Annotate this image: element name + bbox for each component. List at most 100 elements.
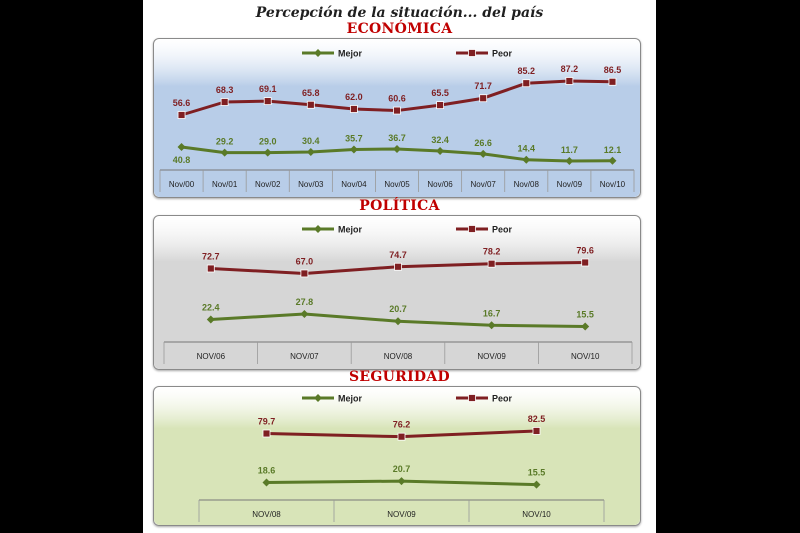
data-point-mejor (300, 310, 309, 318)
data-label-mejor: 20.7 (393, 464, 411, 474)
data-label-mejor: 29.0 (259, 137, 277, 147)
x-tick-label: Nov/02 (255, 180, 281, 189)
data-label-peor: 65.5 (431, 88, 449, 98)
data-point-peor (565, 77, 574, 85)
x-tick-label: NOV/07 (290, 352, 319, 361)
data-label-mejor: 27.8 (296, 297, 314, 307)
data-label-mejor: 11.7 (561, 145, 578, 155)
legend-marker-mejor (314, 225, 322, 233)
data-point-peor (608, 77, 617, 86)
data-label-peor: 67.0 (296, 256, 314, 266)
data-point-peor (532, 427, 541, 435)
data-label-peor: 72.7 (202, 252, 220, 262)
legend-label-mejor: Mejor (338, 49, 363, 59)
data-point-mejor (206, 315, 215, 324)
x-tick-label: NOV/09 (477, 352, 506, 361)
section-title-economica: ECONÓMICA (346, 21, 453, 37)
chart-panel-economica: Nov/00 Nov/01 Nov/02 Nov/03 Nov/04 Nov/05 Nov/… (153, 38, 641, 198)
data-point-mejor (394, 317, 402, 326)
data-point-peor (262, 429, 271, 438)
legend-marker-peor (468, 49, 476, 57)
legend-label-peor: Peor (492, 225, 513, 235)
x-tick-label: Nov/04 (341, 180, 367, 189)
data-point-peor (522, 79, 531, 88)
data-label-peor: 60.6 (388, 94, 406, 104)
data-label-mejor: 14.4 (518, 144, 536, 154)
x-tick-label: NOV/10 (571, 352, 600, 361)
data-label-mejor: 35.7 (345, 133, 363, 143)
data-label-mejor: 30.4 (302, 136, 320, 146)
chart-sheet: Percepción de la situación... del país E… (143, 0, 656, 533)
x-tick-label: NOV/06 (197, 352, 226, 361)
x-tick-label: NOV/08 (252, 510, 281, 519)
data-point-mejor (177, 143, 186, 151)
data-point-peor (177, 111, 186, 119)
chart-economica: Nov/00 Nov/01 Nov/02 Nov/03 Nov/04 Nov/05 Nov/… (154, 39, 640, 197)
plot-background (154, 387, 640, 525)
data-label-peor: 78.2 (483, 247, 501, 257)
main-title: Percepción de la situación... del país (255, 5, 544, 21)
data-label-mejor: 32.4 (431, 135, 449, 145)
data-label-peor: 79.7 (258, 417, 276, 427)
data-label-mejor: 40.8 (173, 155, 191, 165)
data-point-mejor (522, 155, 531, 164)
data-label-mejor: 26.6 (474, 138, 492, 148)
data-label-peor: 76.2 (393, 420, 411, 430)
chart-seguridad: NOV/08 NOV/09 NOV/10 Mejor Peor 18.6 20.7 15.5 7… (154, 387, 640, 525)
legend-label-peor: Peor (492, 394, 513, 404)
data-point-mejor (565, 157, 574, 165)
chart-panel-seguridad: NOV/08 NOV/09 NOV/10 Mejor Peor 18.6 20.7 15.5 7… (153, 386, 641, 526)
data-point-peor (306, 100, 315, 109)
data-label-mejor: 12.1 (604, 145, 622, 155)
data-label-peor: 74.7 (389, 250, 407, 260)
plot-background (154, 216, 640, 369)
data-point-mejor (397, 477, 406, 486)
section-title-seguridad: SEGURIDAD (349, 369, 450, 385)
x-tick-label: NOV/10 (522, 510, 551, 519)
data-point-mejor (479, 149, 488, 158)
data-label-mejor: 15.5 (576, 310, 594, 320)
plot-background (154, 39, 640, 197)
data-label-mejor: 36.7 (388, 133, 406, 143)
data-point-mejor (393, 144, 401, 153)
data-point-mejor (532, 480, 541, 489)
data-point-peor (436, 101, 444, 110)
x-tick-label: Nov/05 (384, 180, 410, 189)
data-label-peor: 65.8 (302, 88, 320, 98)
data-label-peor: 82.5 (528, 414, 546, 424)
data-point-peor (300, 269, 309, 278)
data-point-peor (350, 105, 358, 113)
data-label-peor: 85.2 (518, 66, 536, 76)
data-label-peor: 87.2 (561, 64, 579, 74)
data-point-peor (263, 97, 272, 106)
data-point-mejor (262, 478, 271, 487)
data-point-peor (394, 262, 402, 271)
data-label-peor: 62.0 (345, 92, 363, 102)
data-point-mejor (487, 321, 496, 330)
legend-marker-mejor (314, 49, 322, 57)
legend-marker-peor (468, 394, 476, 402)
data-label-peor: 69.1 (259, 84, 277, 94)
data-label-peor: 71.7 (474, 81, 492, 91)
x-tick-label: Nov/00 (169, 180, 195, 189)
data-label-mejor: 22.4 (202, 303, 220, 313)
x-tick-label: Nov/08 (514, 180, 540, 189)
data-point-peor (206, 264, 215, 273)
data-point-peor (397, 432, 406, 441)
chart-panel-politica: NOV/06 NOV/07 NOV/08 NOV/09 NOV/10 Mejor Peor 2… (153, 215, 641, 370)
legend-label-mejor: Mejor (338, 225, 363, 235)
data-label-mejor: 15.5 (528, 468, 546, 478)
data-point-peor (479, 94, 488, 103)
data-point-mejor (436, 147, 445, 156)
data-point-mejor (220, 148, 229, 157)
data-label-mejor: 16.7 (483, 308, 501, 318)
data-label-peor: 68.3 (216, 85, 234, 95)
legend-label-peor: Peor (492, 49, 513, 59)
legend-label-mejor: Mejor (338, 394, 363, 404)
x-tick-label: NOV/08 (384, 352, 413, 361)
data-point-peor (220, 98, 229, 106)
data-point-mejor (306, 148, 315, 157)
data-label-peor: 79.6 (576, 246, 594, 256)
data-point-mejor (608, 156, 617, 165)
data-label-peor: 86.5 (604, 65, 622, 75)
